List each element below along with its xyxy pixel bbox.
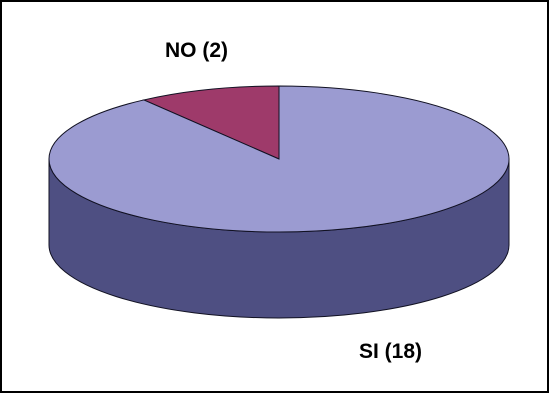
pie-slice-1 — [48, 85, 510, 233]
pie-tops — [48, 85, 510, 233]
slice-label-no: NO (2) — [165, 39, 228, 62]
pie-labels: NO (2) SI (18) — [165, 39, 422, 363]
slice-label-si: SI (18) — [359, 340, 422, 363]
pie-slice-0 — [142, 85, 280, 160]
